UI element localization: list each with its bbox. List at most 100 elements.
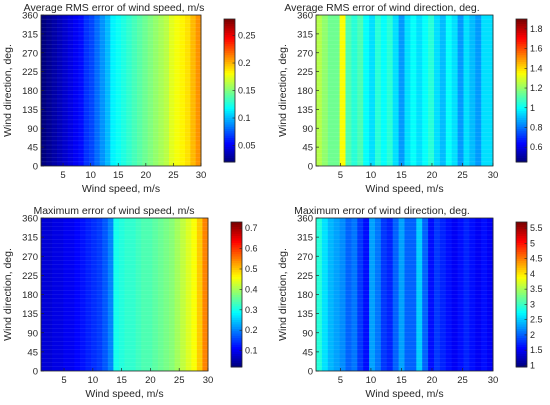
heatmap-cell xyxy=(439,15,447,166)
colorbar-segment xyxy=(516,360,527,363)
colorbar-frame xyxy=(515,221,528,368)
heatmap-cell xyxy=(94,15,101,166)
colorbar-segment xyxy=(231,287,242,291)
colorbar-segment xyxy=(224,135,235,138)
colorbar-tick-label: 0.5 xyxy=(245,264,258,274)
heatmap-cell xyxy=(163,15,170,166)
colorbar-segment xyxy=(231,346,242,350)
colorbar-segment xyxy=(231,242,242,246)
x-axis-ticks: 5 10 15 20 25 30 xyxy=(338,170,499,181)
heatmap-cell xyxy=(481,15,488,166)
colorbar-segment xyxy=(516,269,527,273)
colorbar-segment xyxy=(224,88,235,91)
colorbar-segment xyxy=(516,101,527,105)
y-tick-label: 360 xyxy=(297,214,313,225)
heatmap-cell xyxy=(110,15,117,166)
heatmap-cell xyxy=(469,218,476,371)
colorbar-segment xyxy=(516,276,527,280)
x-tick-label: 10 xyxy=(366,170,377,181)
y-axis-ticks: 0 45 90 135 180 225 270 315 360 xyxy=(297,11,313,173)
colorbar-segment xyxy=(231,314,242,318)
heatmap-cell xyxy=(469,15,476,166)
colorbar-segment xyxy=(224,130,235,134)
heatmap-cell xyxy=(141,218,148,371)
colorbar-segment xyxy=(516,355,527,359)
heatmap-cell xyxy=(163,218,170,371)
colorbar-segment xyxy=(516,314,527,318)
colorbar-segment xyxy=(231,289,242,293)
colorbar-tick-label: 4 xyxy=(530,269,535,279)
colorbar-segment xyxy=(224,43,235,47)
heatmap-cell xyxy=(202,218,209,371)
y-axis-ticks: 0 45 90 135 180 225 270 315 360 xyxy=(22,214,38,378)
x-tick-label: 10 xyxy=(366,375,377,386)
y-tick-label: 270 xyxy=(22,252,38,263)
heatmap-cell xyxy=(57,15,63,166)
colorbar-tick-label: 3 xyxy=(530,299,535,309)
x-axis-ticks: 5 10 15 20 25 30 xyxy=(60,170,206,181)
y-tick-label: 90 xyxy=(27,124,38,135)
colorbar-segment xyxy=(516,36,527,40)
colorbar-segment xyxy=(224,74,235,78)
colorbar-segment xyxy=(516,233,527,237)
colorbar-segment xyxy=(516,321,527,325)
heatmap-cell xyxy=(190,15,197,166)
colorbar-segment xyxy=(224,124,235,127)
colorbar-segment xyxy=(224,97,235,100)
colorbar-segment xyxy=(516,337,527,341)
colorbar-segment xyxy=(516,312,527,316)
y-tick-label: 90 xyxy=(27,328,38,339)
y-axis-label: Wind direction, deg. xyxy=(2,248,14,341)
colorbar-segment xyxy=(231,280,242,284)
heatmap-cell xyxy=(147,15,154,166)
heatmap-cell xyxy=(185,15,191,166)
x-axis-label: Wind speed, m/s xyxy=(365,183,443,195)
colorbar-segment xyxy=(516,121,527,125)
colorbar-segment xyxy=(516,68,527,71)
colorbar-segment xyxy=(516,278,527,282)
heatmap-cell xyxy=(463,15,470,166)
colorbar-segment xyxy=(231,317,242,320)
colorbar-segment xyxy=(224,126,235,129)
colorbar-segment xyxy=(516,106,527,109)
colorbar-segment xyxy=(516,137,527,141)
colorbar-segment xyxy=(516,305,527,309)
colorbar-segment xyxy=(224,94,235,98)
colorbar-segment xyxy=(516,48,527,51)
y-tick-label: 315 xyxy=(297,29,313,40)
colorbar-segment xyxy=(516,317,527,320)
y-tick-label: 90 xyxy=(302,124,313,135)
heatmap-cell xyxy=(152,218,159,371)
colorbar-segment xyxy=(224,30,235,33)
x-axis-ticks: 5 10 15 20 25 30 xyxy=(61,375,213,386)
heatmap-cell xyxy=(416,15,423,166)
colorbar-segment xyxy=(231,292,242,295)
colorbar-segment xyxy=(516,135,527,138)
colorbar-tick-label: 1.2 xyxy=(530,83,543,93)
heatmap-cell xyxy=(434,218,441,371)
colorbar-tick-label: 2.5 xyxy=(530,315,543,325)
colorbar-segment xyxy=(516,319,527,323)
heatmap-cell xyxy=(102,218,109,371)
colorbar-segment xyxy=(231,233,242,237)
colorbar-segment xyxy=(516,330,527,334)
heatmap-cell xyxy=(118,218,125,371)
heatmap-cell xyxy=(63,218,70,371)
y-tick-label: 135 xyxy=(22,105,38,116)
heatmap-cell xyxy=(174,218,181,371)
heatmap-cell xyxy=(422,15,429,166)
y-tick-label: 270 xyxy=(297,252,313,263)
colorbar-segment xyxy=(516,353,527,357)
colorbar-tick-label: 0.7 xyxy=(245,223,258,233)
x-tick-label: 5 xyxy=(338,170,343,181)
colorbar-segment xyxy=(516,92,527,96)
colorbar-segment xyxy=(516,148,527,152)
colorbar-tick-label: 0.05 xyxy=(238,141,256,151)
heatmap-cell xyxy=(169,15,175,166)
colorbar-segment xyxy=(224,59,235,62)
colorbar-segment xyxy=(224,79,235,83)
colorbar-tick-label: 0.15 xyxy=(238,86,256,96)
heatmap-cell xyxy=(131,15,138,166)
x-tick-label: 15 xyxy=(113,170,124,181)
colorbar-segment xyxy=(516,294,527,298)
